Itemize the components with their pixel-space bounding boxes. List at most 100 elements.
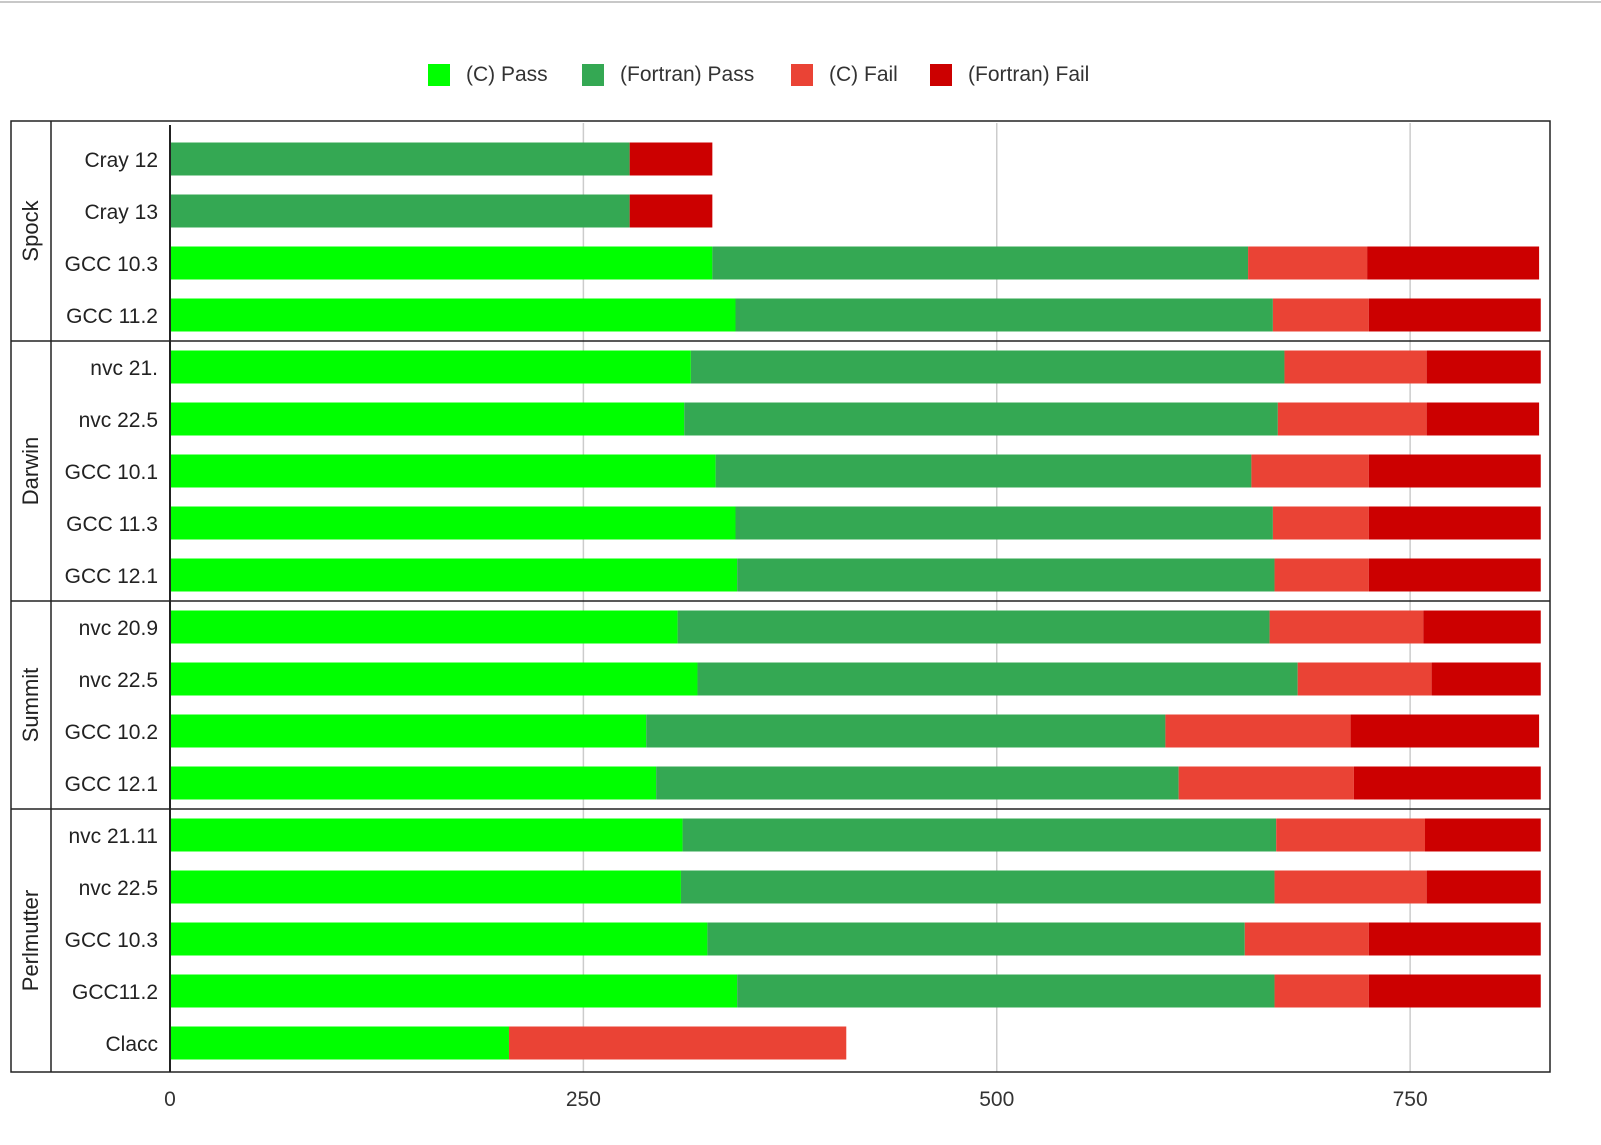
legend-label: (Fortran) Pass [620, 63, 754, 86]
bar-segment [1284, 350, 1427, 384]
legend-swatch [930, 64, 952, 86]
bar-segment [1274, 974, 1369, 1008]
bar-segment [737, 974, 1275, 1008]
legend-swatch [791, 64, 813, 86]
bar-segment [170, 246, 713, 280]
bar-segment [1367, 246, 1540, 280]
bar-segment [715, 454, 1252, 488]
bar-segment [1426, 402, 1540, 436]
bar-category-label: GCC11.2 [72, 981, 158, 1004]
bar-segment [1272, 298, 1369, 332]
bar-segment [629, 194, 713, 228]
bar-category-label: GCC 10.2 [65, 721, 158, 744]
bar-segment [1350, 714, 1540, 748]
bar-segment [170, 818, 683, 852]
bar-category-label: nvc 22.5 [79, 669, 158, 692]
bar-segment [707, 922, 1245, 956]
legend-label: (Fortran) Fail [968, 63, 1089, 86]
x-tick-label: 750 [1393, 1088, 1428, 1111]
bar-segment [170, 1026, 509, 1060]
bar-segment [735, 298, 1273, 332]
bar-category-label: GCC 10.3 [65, 253, 158, 276]
bar-segment [170, 454, 716, 488]
group-label: Darwin [18, 437, 43, 505]
bar-segment [1368, 506, 1541, 540]
bar-category-label: GCC 12.1 [65, 565, 158, 588]
legend: (C) Pass (Fortran) Pass (C) Fail (Fortran) … [428, 63, 1089, 86]
x-tick-label: 250 [566, 1088, 601, 1111]
bar-segment [646, 714, 1166, 748]
bar-segment [1368, 922, 1541, 956]
legend-swatch [428, 64, 450, 86]
bar-segment [170, 870, 681, 904]
bar-segment [682, 818, 1277, 852]
legend-swatch [582, 64, 604, 86]
bar-segment [170, 194, 630, 228]
plot-frame [10, 120, 1551, 1073]
bar-segment [170, 350, 691, 384]
bar-category-label: nvc 21.11 [68, 825, 158, 848]
bar-segment [1178, 766, 1354, 800]
bar-segment [629, 142, 713, 176]
bar-segment [170, 662, 698, 696]
bar-segment [1165, 714, 1351, 748]
bar-segment [684, 402, 1278, 436]
bar-category-label: Cray 12 [84, 149, 158, 172]
bar-segment [1297, 662, 1432, 696]
group-label: Spock [18, 199, 43, 261]
bar-category-label: Clacc [105, 1033, 158, 1056]
legend-label: (C) Fail [829, 63, 898, 86]
bar-category-label: GCC 10.3 [65, 929, 158, 952]
group-label: Perlmutter [18, 890, 43, 991]
label-layer: 0 250 500 750 Cray 12 Cray 13 GCC 10.3 GCC 11.2… [18, 149, 1428, 1111]
bar-segment [170, 766, 657, 800]
x-tick-label: 0 [164, 1088, 176, 1111]
bar-segment [677, 610, 1270, 644]
bar-category-label: GCC 10.1 [65, 461, 158, 484]
bar-category-label: GCC 11.3 [66, 513, 158, 536]
bar-segment [170, 558, 738, 592]
bar-segment [170, 974, 738, 1008]
bar-segment [735, 506, 1273, 540]
bar-category-label: GCC 12.1 [65, 773, 158, 796]
bar-segment [1274, 558, 1369, 592]
bar-segment [1269, 610, 1424, 644]
bar-category-label: nvc 22.5 [79, 409, 158, 432]
bar-segment [170, 714, 647, 748]
bar-segment [1272, 506, 1369, 540]
bar-segment [1353, 766, 1541, 800]
bar-segment [170, 298, 736, 332]
bar-segment [1248, 246, 1368, 280]
bar-segment [697, 662, 1298, 696]
bar-segment [170, 610, 678, 644]
bar-segment [170, 506, 736, 540]
grid-layer [582, 123, 1411, 1072]
bar-category-label: nvc 20.9 [79, 617, 158, 640]
bar-segment [1368, 974, 1541, 1008]
bar-segment [1368, 454, 1541, 488]
bar-category-label: Cray 13 [84, 201, 158, 224]
bar-segment [690, 350, 1285, 384]
group-label: Summit [18, 668, 43, 743]
bar-segment [1431, 662, 1541, 696]
bar-category-label: GCC 11.2 [66, 305, 158, 328]
legend-label: (C) Pass [466, 63, 548, 86]
bar-category-label: nvc 21. [90, 357, 158, 380]
bar-segment [1423, 610, 1541, 644]
bar-segment [170, 402, 685, 436]
bar-segment [680, 870, 1275, 904]
bar-segment [1368, 298, 1541, 332]
bar-segment [1425, 818, 1541, 852]
bar-segment [1251, 454, 1369, 488]
bar-segment [737, 558, 1275, 592]
bar-category-label: nvc 22.5 [79, 877, 158, 900]
bar-segment [656, 766, 1179, 800]
bar-segment [712, 246, 1249, 280]
bar-segment [170, 922, 708, 956]
bar-segment [1426, 870, 1541, 904]
frame-layer [0, 1, 1601, 1073]
x-tick-label: 500 [979, 1088, 1014, 1111]
bar-segment [1277, 402, 1427, 436]
